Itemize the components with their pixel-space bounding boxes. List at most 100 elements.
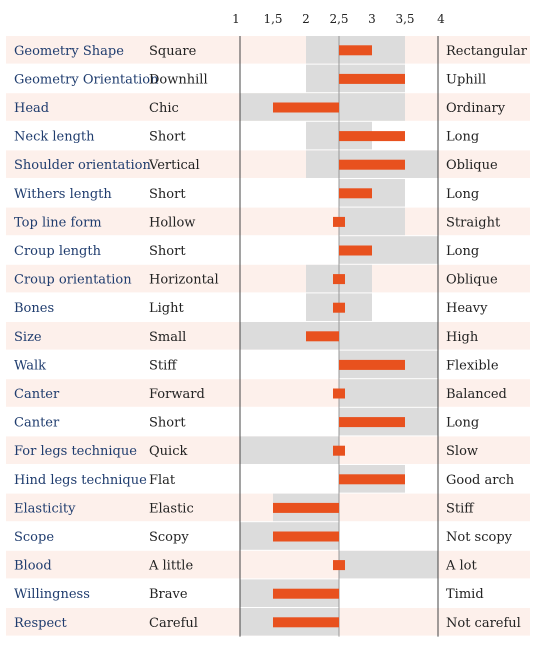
- range-band: [339, 379, 438, 407]
- high-anchor-label: Good arch: [446, 473, 515, 488]
- high-anchor-label: Uphill: [446, 72, 486, 87]
- high-anchor-label: Straight: [446, 215, 501, 230]
- low-anchor-label: Short: [149, 130, 186, 145]
- value-bars: [273, 45, 405, 628]
- trait-label: Canter: [14, 416, 60, 431]
- trait-label: Size: [14, 330, 42, 345]
- high-anchor-label: Long: [446, 416, 479, 431]
- x-tick-label: 2,5: [329, 12, 348, 26]
- row-background: [6, 493, 530, 522]
- low-anchor-label: Scopy: [149, 530, 189, 545]
- trait-label: Hind legs technique: [14, 473, 147, 488]
- trait-label: Geometry Shape: [14, 44, 124, 59]
- high-anchor-label: Flexible: [446, 358, 499, 373]
- value-bar: [273, 531, 339, 542]
- x-tick-label: 2: [302, 12, 310, 26]
- trait-label: Respect: [14, 616, 67, 631]
- trait-label: Walk: [14, 358, 46, 373]
- value-bar: [333, 445, 345, 456]
- low-anchor-label: Elastic: [149, 501, 194, 516]
- row-background: [6, 550, 530, 579]
- range-band: [339, 550, 438, 579]
- x-tick-label: 3: [368, 12, 376, 26]
- low-anchor-label: Vertical: [148, 158, 200, 173]
- high-anchor-label: High: [446, 330, 479, 345]
- high-anchor-label: Heavy: [446, 301, 488, 316]
- trait-label: Croup length: [14, 244, 102, 259]
- high-anchor-label: Long: [446, 187, 479, 202]
- value-bar: [273, 102, 339, 113]
- value-bar: [333, 560, 345, 571]
- high-anchor-label: Stiff: [446, 501, 475, 516]
- value-bar: [339, 45, 372, 56]
- high-anchor-label: A lot: [445, 559, 478, 574]
- value-bar: [273, 502, 339, 513]
- high-anchor-label: Not careful: [446, 616, 521, 631]
- value-bar: [339, 188, 372, 199]
- row-background: [6, 207, 530, 236]
- row-labels: Geometry Shape Square Rectangular Geometry …: [14, 44, 528, 631]
- low-anchor-label: Stiff: [149, 358, 178, 373]
- low-anchor-label: Quick: [149, 444, 187, 459]
- trait-label: Head: [14, 101, 49, 116]
- high-anchor-label: Long: [446, 130, 479, 145]
- value-bar: [273, 588, 339, 599]
- trait-label: Blood: [14, 559, 52, 574]
- x-tick-label: 3,5: [395, 12, 414, 26]
- value-bar: [339, 474, 405, 485]
- x-tick-label: 1: [232, 12, 240, 26]
- trait-label: Geometry Orientation: [14, 72, 159, 87]
- trait-label: Canter: [14, 387, 60, 402]
- value-bar: [333, 302, 345, 313]
- low-anchor-label: Brave: [149, 587, 188, 602]
- high-anchor-label: Balanced: [446, 387, 507, 402]
- low-anchor-label: Chic: [149, 101, 179, 116]
- low-anchor-label: Flat: [149, 473, 176, 488]
- x-tick-label: 4: [437, 12, 445, 26]
- range-band: [339, 207, 405, 236]
- range-band: [240, 436, 339, 464]
- tick-labels: 1 1,5 2 2,5 3 3,5 4: [232, 12, 445, 26]
- high-anchor-label: Timid: [446, 587, 484, 602]
- row-background: [6, 379, 530, 407]
- value-bar: [339, 359, 405, 370]
- low-anchor-label: Short: [149, 416, 186, 431]
- high-anchor-label: Not scopy: [446, 530, 513, 545]
- low-anchor-label: Downhill: [149, 72, 208, 87]
- value-bar: [333, 216, 345, 227]
- trait-label: For legs technique: [14, 444, 137, 459]
- value-bar: [273, 617, 339, 628]
- x-tick-label: 1,5: [263, 12, 282, 26]
- high-anchor-label: Rectangular: [446, 44, 528, 59]
- trait-label: Shoulder orientation: [14, 158, 151, 173]
- row-background: [6, 264, 530, 293]
- high-anchor-label: Slow: [446, 444, 478, 459]
- low-anchor-label: Short: [149, 187, 186, 202]
- low-anchor-label: Careful: [149, 616, 198, 631]
- trait-label: Willingness: [14, 587, 90, 602]
- low-anchor-label: Short: [149, 244, 186, 259]
- trait-label: Neck length: [14, 130, 95, 145]
- high-anchor-label: Oblique: [446, 158, 498, 173]
- row-background: [6, 36, 530, 64]
- low-anchor-label: Square: [149, 44, 197, 59]
- trait-label: Bones: [14, 301, 54, 316]
- trait-label: Withers length: [14, 187, 112, 202]
- value-bar: [333, 274, 345, 285]
- trait-label: Elasticity: [14, 501, 76, 516]
- low-anchor-label: Forward: [149, 387, 205, 402]
- trait-label: Scope: [14, 530, 54, 545]
- value-bar: [339, 131, 405, 142]
- value-bar: [339, 417, 405, 428]
- value-bar: [339, 73, 405, 84]
- row-background: [6, 150, 530, 178]
- low-anchor-label: Horizontal: [149, 273, 219, 288]
- value-bar: [306, 331, 339, 342]
- value-bar: [333, 388, 345, 399]
- high-anchor-label: Ordinary: [446, 101, 506, 116]
- high-anchor-label: Long: [446, 244, 479, 259]
- low-anchor-label: Light: [149, 301, 184, 316]
- high-anchor-label: Oblique: [446, 273, 498, 288]
- low-anchor-label: Small: [149, 330, 186, 345]
